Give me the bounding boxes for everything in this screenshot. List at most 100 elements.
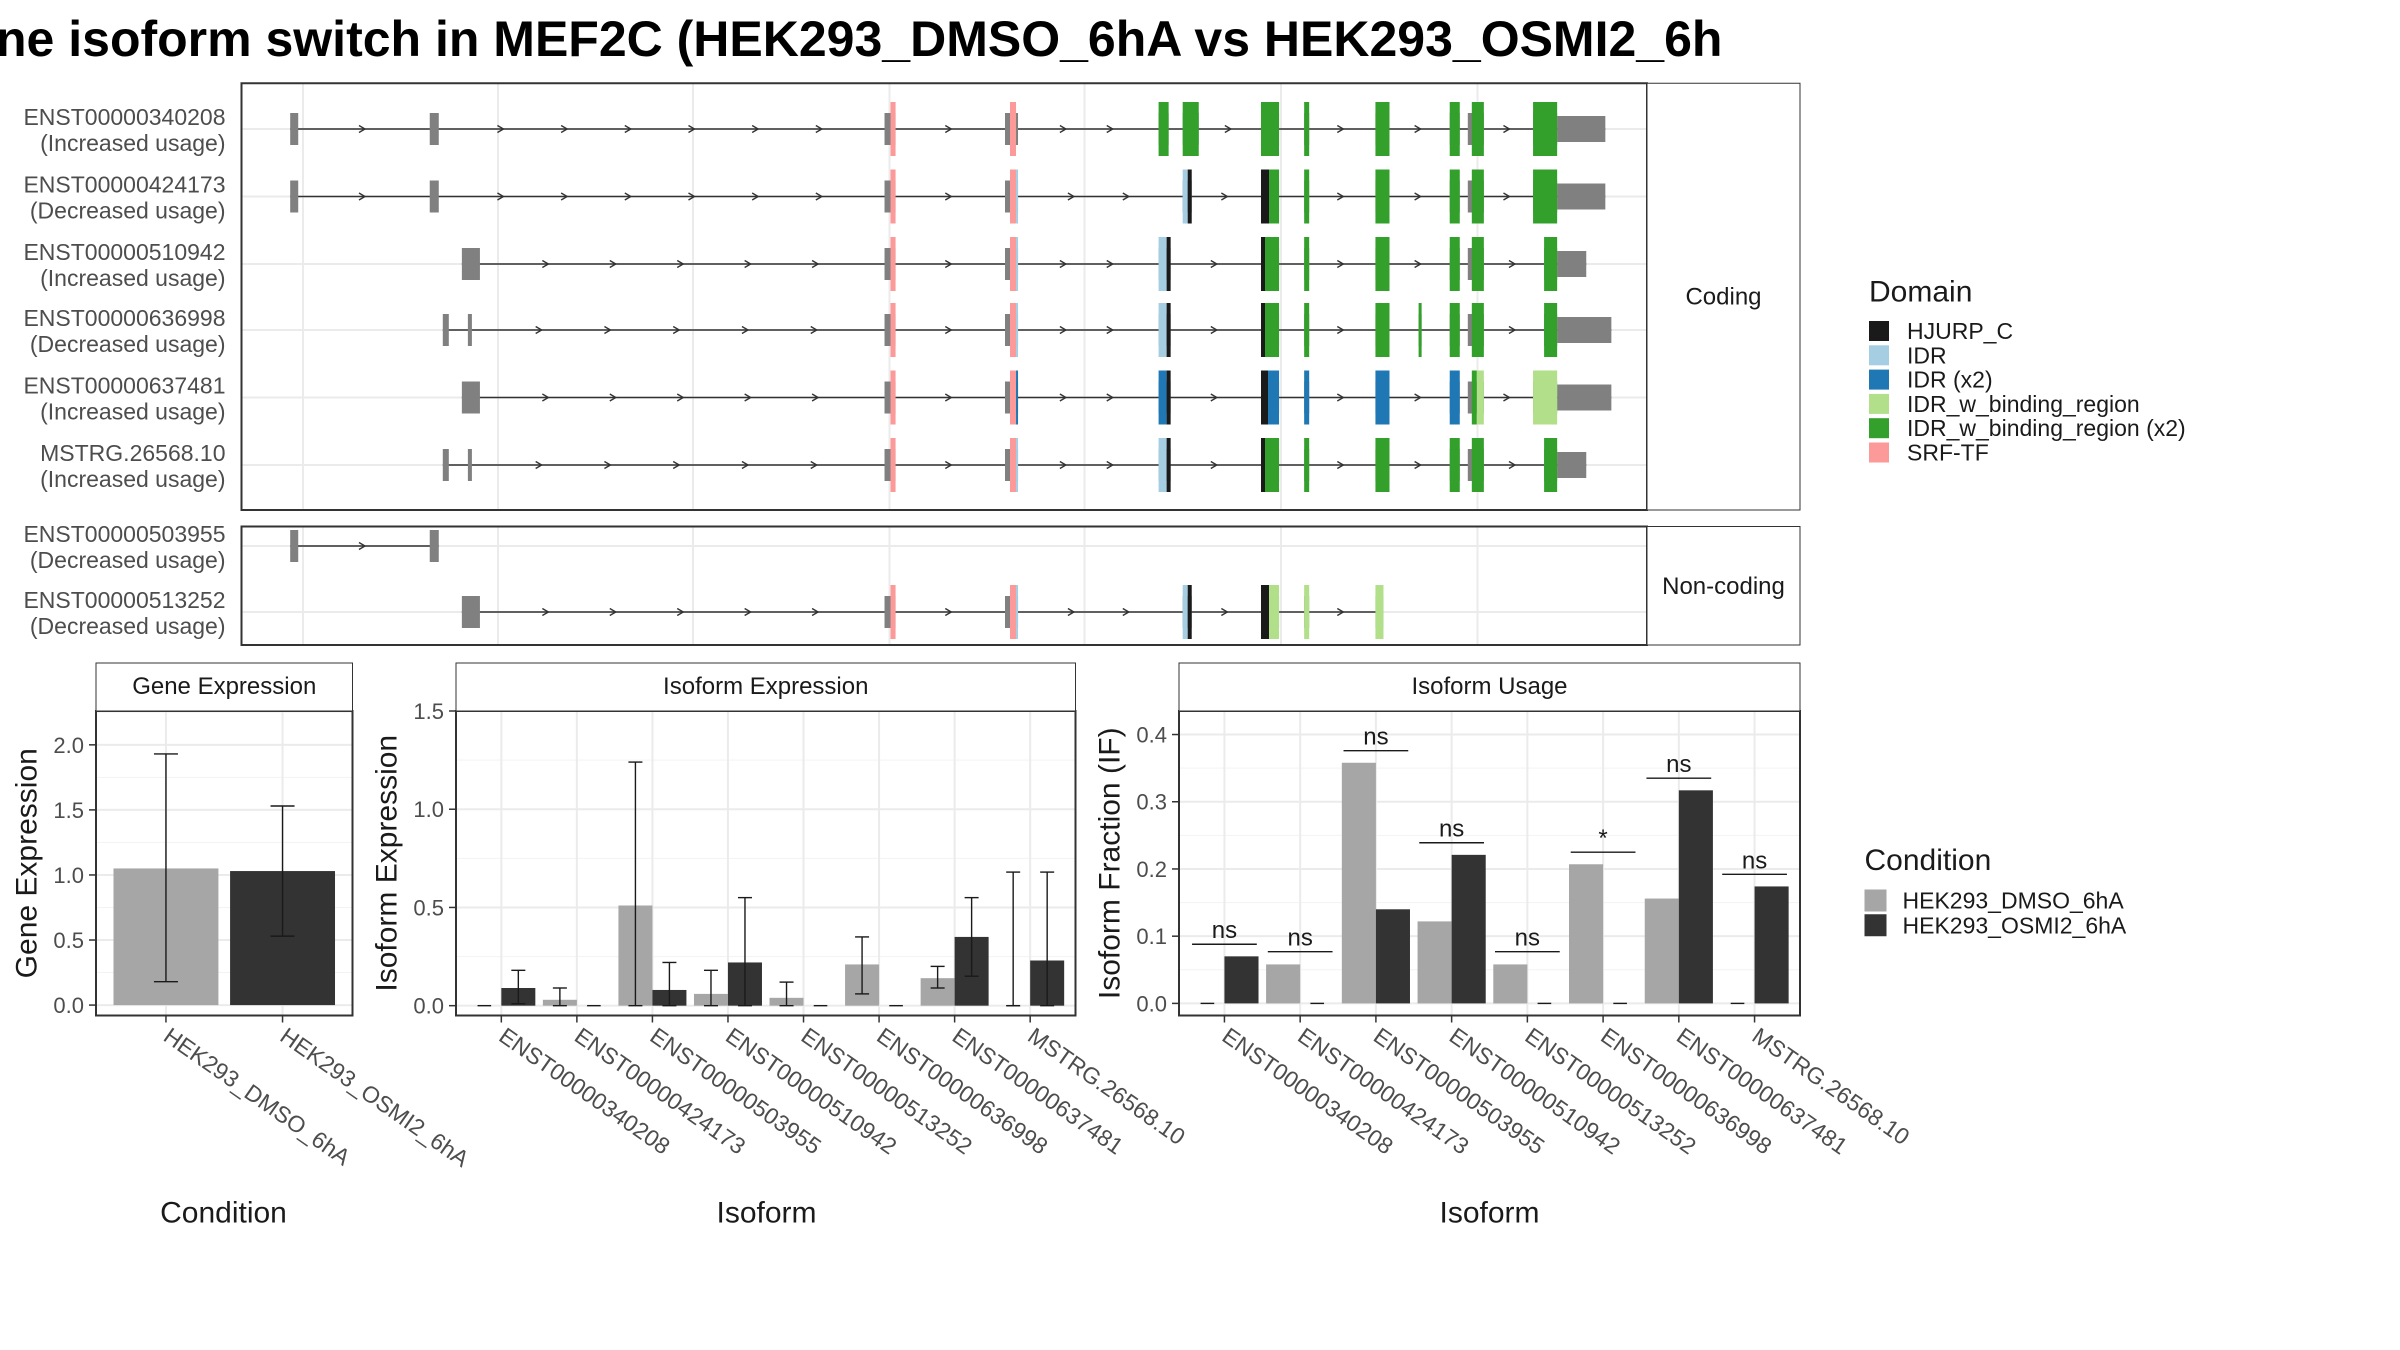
domain-region [1166,303,1171,357]
intron-arrow [358,192,367,201]
domain-region [1471,102,1484,156]
intron-arrow [944,124,953,134]
intron-arrow [1508,259,1517,269]
domain-region [890,438,896,492]
isoform-id-label: ENST00000637481 [23,373,225,399]
intron-arrow [542,393,550,402]
intron-arrow [1224,124,1233,134]
domain-region [1304,370,1310,425]
isoform-bar [1375,909,1410,1004]
intron-arrow [1414,259,1422,269]
intron-arrow [1336,259,1345,269]
domain-legend-label: IDR_w_binding_region [1907,391,2140,417]
isoform-id-label: MSTRG.26568.10 [40,440,225,466]
intron-arrow [542,259,550,269]
domain-region [1010,237,1017,291]
significance-label: * [1598,825,1607,852]
domain-region [1016,237,1019,291]
domain-region [1476,370,1484,425]
isoform-bar [1451,854,1486,1004]
domain-region [1187,585,1192,639]
intron-arrow [1059,393,1068,402]
domain-region [1010,169,1017,224]
domain-legend-key [1869,369,1889,390]
domain-region [1182,585,1188,639]
isoform-id-label: ENST00000503955 [23,521,225,547]
intron-arrow [815,192,824,201]
domain-region [1449,370,1460,425]
intron-arrow [811,393,820,402]
domain-region [1158,438,1167,492]
bar-panel-title: Isoform Expression [663,673,868,700]
intron-arrow [624,124,633,134]
domain-region [1016,303,1019,357]
isoform-id-label: ENST00000424173 [23,172,225,198]
intron-arrow [1336,607,1345,617]
significance-label: ns [1287,925,1312,952]
domain-region [1304,303,1310,357]
isoform-id-label: ENST00000636998 [23,305,225,331]
exon [467,449,472,481]
intron-arrow [676,259,685,269]
x-tick-label: HEK293_DMSO_6hA [159,1022,356,1171]
isoform-bar [1493,964,1528,1004]
domain-region [1304,237,1310,291]
exon [442,449,449,481]
domain-region [1010,303,1017,357]
domain-region [1544,303,1558,357]
intron-arrow [944,607,953,617]
intron-arrow [744,393,753,402]
exon [1557,384,1612,411]
y-tick-label: 0.5 [53,928,84,953]
domain-region [1449,102,1460,156]
domain-region [1544,237,1558,291]
intron-arrow [1336,124,1345,134]
intron-arrow [672,325,681,335]
domain-region [1268,370,1280,425]
y-tick-label: 1.0 [53,863,84,888]
intron-arrow [1508,325,1517,335]
domain-legend-label: IDR (x2) [1907,367,1993,393]
domain-region [1375,370,1390,425]
domain-region [1471,370,1477,425]
exon [1557,116,1606,142]
significance-label: ns [1363,724,1388,751]
y-tick-label: 1.5 [53,798,84,823]
y-axis-title: Gene Expression [11,748,44,978]
x-axis-title: Isoform [1439,1197,1539,1230]
domain-region [1449,303,1460,357]
exon [884,314,896,346]
y-axis-title: Isoform Expression [371,735,404,992]
condition-legend-key [1864,914,1887,937]
isoform-usage-label: (Decreased usage) [30,198,226,224]
domain-region [1533,102,1558,156]
domain-region [1260,303,1266,357]
domain-region [890,303,896,357]
domain-region [1304,585,1310,639]
domain-region [1418,303,1422,357]
intron-arrow [944,460,953,470]
intron-arrow [741,460,750,470]
intron-arrow [1414,124,1422,134]
domain-region [1265,237,1280,291]
domain-region [890,370,896,425]
exon [442,314,449,346]
y-axis-title: Isoform Fraction (IF) [1094,727,1127,999]
domain-region [1260,169,1270,224]
intron-arrow [944,393,953,402]
domain-region [890,102,896,156]
intron-arrow [1414,393,1422,402]
intron-arrow [1106,124,1115,134]
intron-arrow [1336,192,1345,201]
domain-region [1016,585,1019,639]
facet-strip [1646,82,1801,511]
isoform-usage-label: (Decreased usage) [30,331,226,357]
domain-region [1182,102,1199,156]
intron-arrow [560,124,569,134]
intron-arrow [1210,460,1219,470]
domain-legend-title: Domain [1869,276,1972,309]
domain-region [1187,169,1192,224]
domain-region [1010,585,1017,639]
intron-arrow [751,124,760,134]
intron-arrow [1336,460,1345,470]
